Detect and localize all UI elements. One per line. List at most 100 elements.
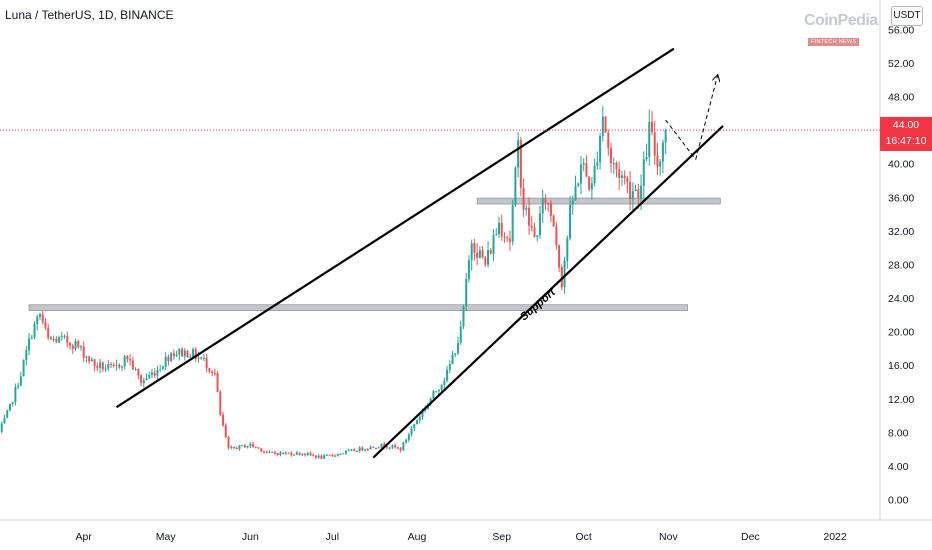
candle-body: [607, 132, 610, 149]
candle-body: [648, 121, 651, 158]
candle-body: [615, 163, 618, 170]
candle-body: [227, 437, 230, 448]
candle-body: [604, 116, 607, 133]
candle-body: [295, 452, 298, 455]
candle-body: [317, 455, 320, 458]
candle-body: [372, 446, 375, 448]
candle-body: [394, 445, 397, 448]
price-axis[interactable]: 0.00 4.00 8.00 12.00 16.00 20.00 24.00 28.00 32.…: [888, 24, 914, 506]
candle-body: [661, 142, 664, 162]
upper-trendline: [115, 47, 675, 409]
candle-body: [71, 345, 74, 349]
candle-body: [211, 371, 214, 374]
candle-body: [22, 360, 25, 377]
candle-body: [222, 414, 225, 426]
logo-tagline: FINTECH NEWS: [808, 38, 860, 46]
candle-body: [569, 204, 572, 239]
candle-body: [273, 452, 276, 454]
candle-body: [298, 452, 301, 455]
candle-body: [14, 387, 17, 403]
candle-body: [325, 454, 328, 456]
candle-body: [626, 178, 629, 183]
candle-body: [358, 447, 361, 452]
candle-body: [230, 446, 233, 448]
candle-body: [429, 398, 432, 404]
candle-body: [612, 163, 615, 165]
candle-body: [77, 341, 80, 348]
x-tick-label: Aug: [408, 531, 427, 543]
candle-body: [282, 452, 285, 454]
candle-body: [470, 243, 473, 261]
candle-body: [153, 372, 156, 376]
candle-body: [642, 159, 645, 186]
candle-body: [336, 453, 339, 456]
x-tick-label: Jun: [242, 531, 259, 543]
candle-body: [216, 373, 219, 392]
candle-body: [60, 335, 63, 337]
candle-body: [380, 443, 383, 448]
currency-button[interactable]: USDT: [891, 6, 923, 26]
candle-body: [142, 380, 145, 384]
candle-body: [47, 327, 50, 338]
support-trendline: [372, 125, 724, 459]
zones-layer: [28, 197, 721, 312]
candle-body: [235, 447, 238, 450]
candle-body: [219, 391, 222, 415]
y-tick-label: 24.00: [888, 293, 914, 305]
candle-body: [391, 445, 394, 448]
time-axis[interactable]: Apr May Jun Jul Aug Sep Oct Nov Dec 2022: [76, 531, 847, 543]
candle-body: [350, 449, 353, 451]
candle-body: [123, 356, 126, 367]
candle-body: [99, 362, 102, 368]
candle-body: [473, 243, 476, 253]
candle-body: [440, 384, 443, 390]
candle-body: [96, 365, 99, 368]
candle-body: [650, 121, 653, 133]
candle-body: [88, 356, 91, 362]
candle-body: [446, 369, 449, 381]
candle-body: [167, 356, 170, 361]
candle-body: [462, 306, 465, 327]
candle-body: [459, 326, 462, 343]
candle-body: [549, 202, 552, 216]
y-tick-label: 8.00: [888, 427, 909, 439]
candle-body: [224, 425, 227, 438]
candle-body: [41, 314, 44, 323]
x-tick-label: Jul: [326, 531, 339, 543]
candle-body: [492, 235, 495, 254]
candle-body: [413, 424, 416, 429]
candle-body: [517, 140, 520, 168]
candle-body: [213, 373, 216, 375]
candle-body: [533, 227, 536, 237]
candle-body: [145, 378, 148, 381]
candle-body: [623, 175, 626, 179]
x-tick-label: Apr: [76, 531, 93, 543]
candle-body: [304, 453, 307, 455]
candle-body: [159, 369, 162, 371]
candle-body: [364, 449, 367, 451]
candle-body: [279, 452, 282, 455]
last-price-countdown: 16:47:10: [885, 135, 927, 147]
candle-body: [189, 356, 192, 358]
x-tick-label: Nov: [659, 531, 678, 543]
candle-body: [620, 175, 623, 178]
candle-body: [33, 324, 36, 338]
candle-body: [328, 454, 331, 456]
candle-body: [151, 372, 154, 375]
candle-body: [640, 185, 643, 199]
candle-body: [263, 451, 266, 453]
candle-body: [30, 337, 33, 339]
x-tick-label: Oct: [576, 531, 592, 543]
candle-body: [104, 368, 107, 370]
candle-body: [194, 349, 197, 359]
candle-body: [451, 354, 454, 365]
candle-body: [82, 346, 85, 358]
candle-body: [249, 443, 252, 447]
candle-body: [0, 423, 3, 432]
candle-body: [66, 335, 69, 343]
candle-body: [8, 403, 11, 411]
y-tick-label: 12.00: [888, 394, 914, 406]
candle-body: [63, 335, 66, 337]
candle-body: [271, 451, 274, 453]
